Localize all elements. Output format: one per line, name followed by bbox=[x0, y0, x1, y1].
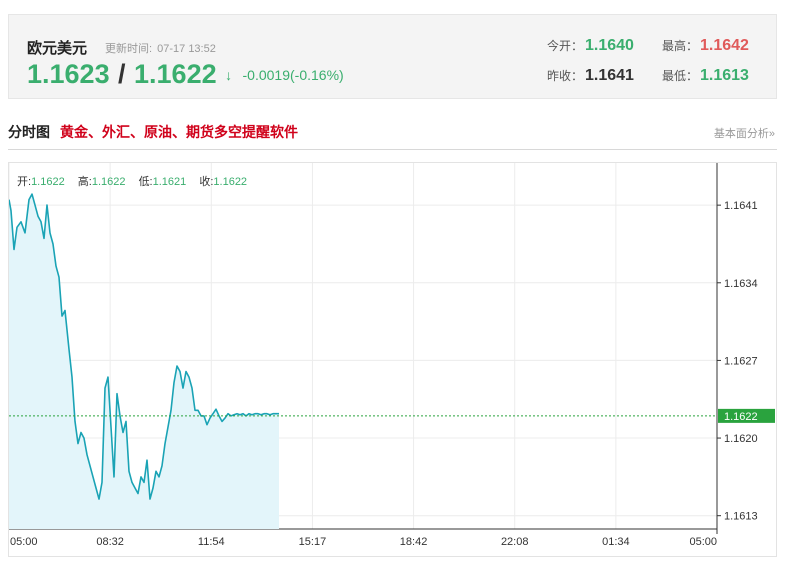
section-header: 分时图 黄金、外汇、原油、期货多空提醒软件 基本面分析» bbox=[8, 122, 777, 150]
y-axis-labels: 1.1641 1.1634 1.1627 1.1620 1.1613 1.1622 bbox=[717, 200, 775, 523]
x-axis-labels: 05:00 08:32 11:54 15:17 18:42 22:08 01:34 05:00 bbox=[10, 536, 717, 548]
price-area bbox=[9, 194, 279, 529]
stat-high-label: 最高： bbox=[662, 39, 699, 53]
ohlc-low-value: 1.1621 bbox=[152, 176, 187, 188]
price-change: -0.0019(-0.16%) bbox=[242, 66, 344, 83]
stat-low-value: 1.1613 bbox=[700, 67, 749, 84]
stat-high: 最高： 1.1642 bbox=[662, 37, 749, 55]
down-arrow-icon: ↓ bbox=[225, 66, 233, 83]
update-time-value: 07-17 13:52 bbox=[157, 43, 216, 55]
stat-low-label: 最低： bbox=[662, 69, 699, 83]
chart-area-layer bbox=[9, 193, 717, 529]
x-tick-label: 08:32 bbox=[96, 536, 124, 548]
ohlc-readout: 开:1.1622 高:1.1622 低:1.1621 收:1.1622 bbox=[17, 173, 257, 189]
y-tick-label: 1.1620 bbox=[724, 433, 758, 445]
ohlc-low-label: 低: bbox=[138, 176, 153, 188]
x-tick-label: 01:34 bbox=[602, 536, 630, 548]
y-tick-label: 1.1641 bbox=[724, 200, 758, 212]
current-price-label: 1.1622 bbox=[724, 411, 758, 423]
stat-open: 今开： 1.1640 bbox=[547, 37, 634, 55]
x-tick-label: 15:17 bbox=[299, 536, 327, 548]
x-tick-label: 05:00 bbox=[689, 536, 717, 548]
update-time: 更新时间: 07-17 13:52 bbox=[105, 40, 216, 56]
section-title: 分时图 bbox=[8, 124, 50, 140]
price-line bbox=[9, 193, 279, 500]
ohlc-open-label: 开: bbox=[17, 176, 32, 188]
y-tick-label: 1.1634 bbox=[724, 278, 758, 290]
ohlc-open-value: 1.1622 bbox=[31, 176, 65, 188]
pair-name: 欧元美元 bbox=[27, 40, 88, 57]
intraday-chart[interactable]: 05:00 08:32 11:54 15:17 18:42 22:08 01:34 05:00… bbox=[8, 162, 777, 557]
update-time-label: 更新时间: bbox=[105, 43, 153, 55]
y-tick-label: 1.1627 bbox=[724, 355, 758, 367]
promo-link[interactable]: 黄金、外汇、原油、期货多空提醒软件 bbox=[60, 124, 298, 140]
ask-price: 1.1622 bbox=[134, 59, 217, 89]
stat-prev-close-value: 1.1641 bbox=[585, 67, 634, 84]
stat-low: 最低： 1.1613 bbox=[662, 67, 749, 85]
bid-price: 1.1623 bbox=[27, 59, 110, 89]
price-line: 1.1623 / 1.1622 ↓ -0.0019(-0.16%) bbox=[27, 59, 344, 90]
stat-open-label: 今开： bbox=[547, 39, 584, 53]
stat-prev-close: 昨收： 1.1641 bbox=[547, 67, 634, 85]
x-tick-label: 22:08 bbox=[501, 536, 529, 548]
x-tick-label: 11:54 bbox=[198, 536, 225, 548]
fundamental-analysis-link[interactable]: 基本面分析» bbox=[713, 128, 775, 140]
y-tick-label: 1.1613 bbox=[724, 511, 758, 523]
ohlc-close-label: 收: bbox=[199, 176, 214, 188]
quote-panel: 欧元美元 更新时间: 07-17 13:52 1.1623 / 1.1622 ↓… bbox=[8, 14, 777, 99]
chart-canvas[interactable]: 05:00 08:32 11:54 15:17 18:42 22:08 01:34 05:00… bbox=[9, 163, 776, 556]
stat-open-value: 1.1640 bbox=[585, 37, 634, 54]
x-tick-label: 18:42 bbox=[400, 536, 428, 548]
current-price-badge bbox=[718, 408, 775, 423]
ohlc-close-value: 1.1622 bbox=[213, 176, 248, 188]
price-separator: / bbox=[118, 59, 126, 89]
ohlc-high-value: 1.1622 bbox=[91, 176, 126, 188]
stat-high-value: 1.1642 bbox=[700, 37, 749, 54]
ohlc-high-label: 高: bbox=[77, 176, 92, 188]
x-tick-label: 05:00 bbox=[10, 536, 38, 548]
stat-prev-close-label: 昨收： bbox=[547, 69, 584, 83]
